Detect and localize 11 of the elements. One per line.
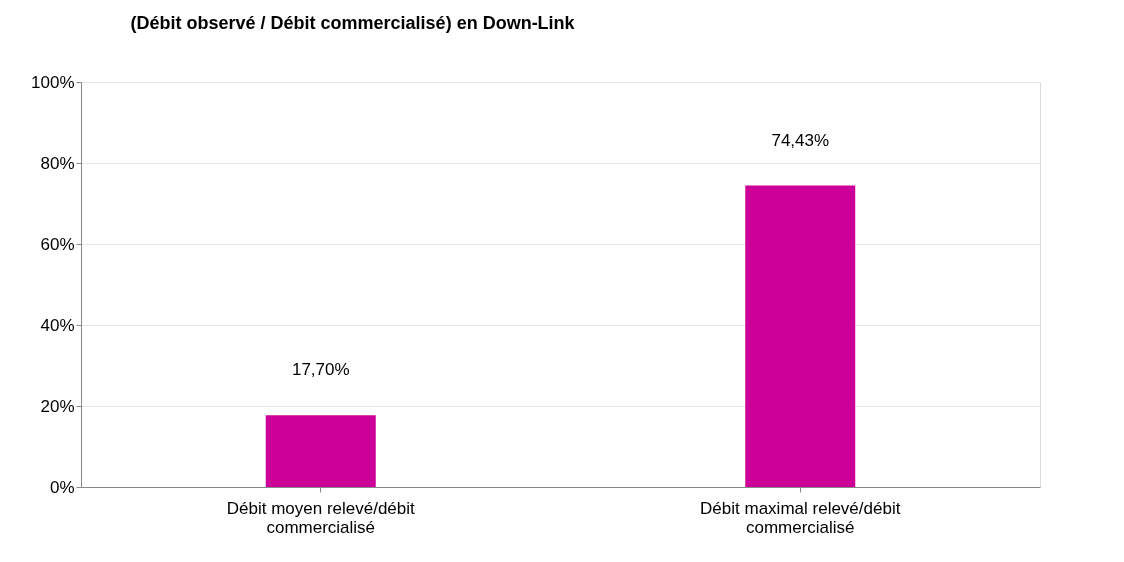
y-tick-label: 100% [31, 72, 75, 92]
y-tick-label: 80% [40, 153, 75, 173]
data-label: 74,43% [771, 130, 830, 150]
data-label: 17,70% [291, 360, 350, 380]
y-tick-label: 0% [49, 477, 75, 497]
x-tick-label: Débit maximal relevé/débit commercialisé [700, 498, 901, 537]
x-tick-label: Débit moyen relevé/débit commercialisé [226, 498, 416, 537]
y-tick-label: 40% [40, 315, 75, 335]
y-tick-label: 60% [40, 234, 75, 254]
chart-title: (Débit observé / Débit commercialisé) en Down-Link [130, 13, 576, 33]
y-tick-label: 20% [40, 396, 75, 416]
